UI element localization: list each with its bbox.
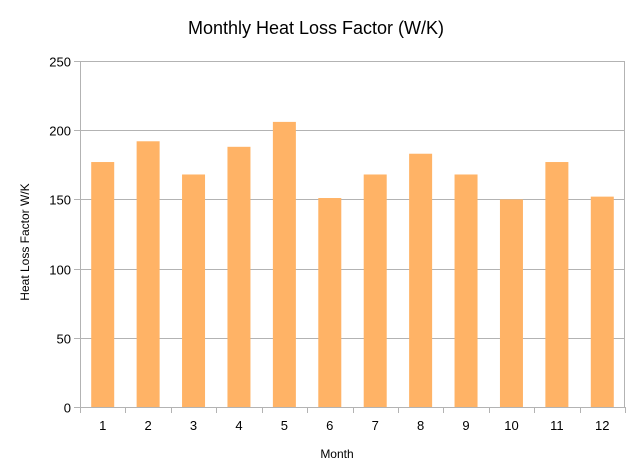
y-tick-label: 0 (64, 401, 71, 416)
x-tick-label: 12 (595, 418, 609, 433)
x-tick-label: 3 (190, 418, 197, 433)
bar-month-4 (227, 146, 251, 408)
bar-month-2 (136, 141, 160, 407)
x-tick-label: 9 (462, 418, 469, 433)
y-tick-label: 50 (57, 332, 71, 347)
bar-month-7 (363, 174, 387, 407)
bar-month-11 (545, 162, 569, 407)
x-tick-label: 4 (235, 418, 242, 433)
bar-month-6 (318, 198, 342, 407)
bar-month-5 (272, 121, 296, 408)
gridlines (80, 61, 625, 408)
bar-month-9 (454, 174, 478, 407)
x-axis-label: Month (320, 447, 353, 461)
x-tick-label: 5 (281, 418, 288, 433)
x-tick-label: 10 (504, 418, 518, 433)
x-tick-labels: 1 2 3 4 5 6 7 8 9 10 11 12 (99, 418, 609, 433)
axes (74, 61, 626, 413)
y-axis-label: Heat Loss Factor W/K (18, 183, 32, 300)
x-tick-label: 6 (326, 418, 333, 433)
x-tick-label: 8 (417, 418, 424, 433)
chart-title: Monthly Heat Loss Factor (W/K) (188, 18, 444, 38)
y-tick-label: 250 (49, 55, 71, 70)
x-tick-label: 1 (99, 418, 106, 433)
x-tick-label: 7 (372, 418, 379, 433)
y-tick-label: 100 (49, 263, 71, 278)
bar-month-3 (182, 174, 206, 407)
y-tick-label: 150 (49, 193, 71, 208)
x-tick-label: 11 (550, 418, 564, 433)
bars (91, 121, 614, 408)
bar-month-12 (590, 196, 614, 407)
bar-month-10 (499, 199, 523, 407)
y-tick-label: 200 (49, 124, 71, 139)
x-tick-label: 2 (145, 418, 152, 433)
y-tick-labels: 0 50 100 150 200 250 (49, 55, 71, 416)
bar-month-1 (91, 162, 115, 407)
bar-month-8 (409, 153, 433, 407)
